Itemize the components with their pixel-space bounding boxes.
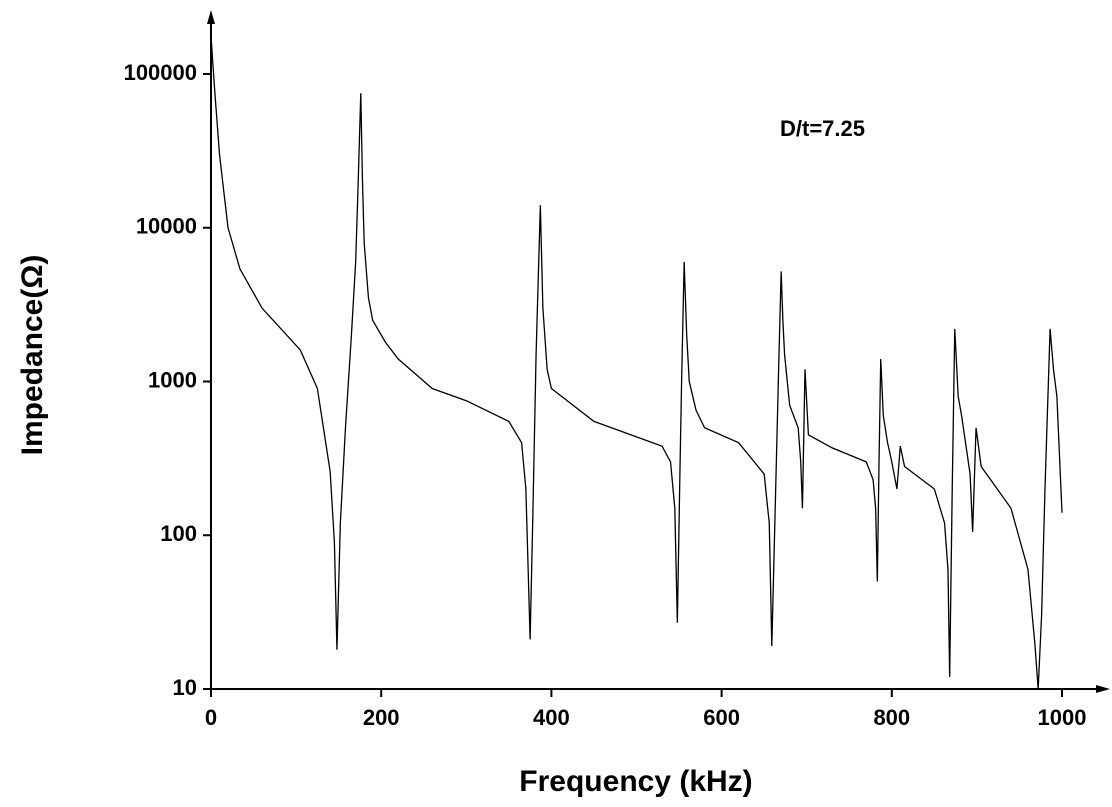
y-tick-label: 10000 (136, 214, 197, 239)
x-tick-label: 600 (703, 705, 740, 730)
y-tick-label: 100000 (124, 60, 197, 85)
x-tick-label: 400 (533, 705, 570, 730)
y-axis-arrow (207, 10, 215, 24)
x-tick-label: 200 (363, 705, 400, 730)
impedance-line (210, 34, 1063, 690)
x-tick-label: 0 (205, 705, 217, 730)
x-axis-title: Frequency (kHz) (519, 765, 752, 798)
x-tick-label: 1000 (1038, 705, 1087, 730)
x-axis-arrow (1096, 685, 1110, 693)
y-axis-title: Impedance(Ω) (16, 255, 49, 456)
y-tick-label: 100 (160, 521, 197, 546)
y-tick-label: 10 (173, 675, 197, 700)
annotation: D/t=7.25 (780, 116, 865, 141)
x-tick-label: 800 (873, 705, 910, 730)
y-tick-label: 1000 (148, 367, 197, 392)
